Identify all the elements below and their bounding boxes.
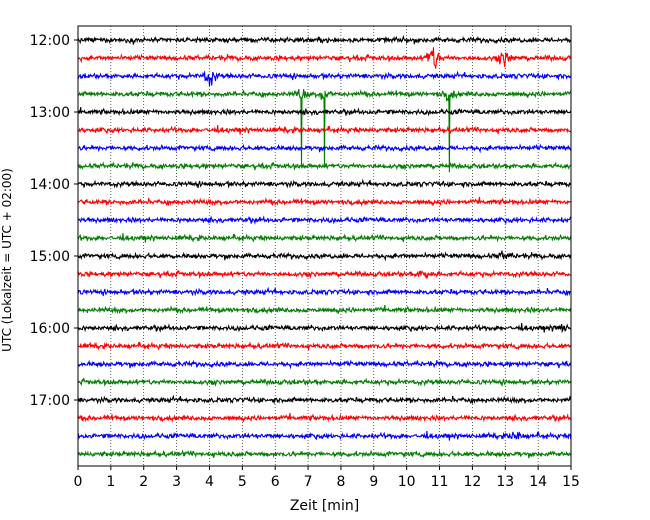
trace-line	[77, 377, 572, 387]
trace-line	[77, 233, 572, 243]
x-tick-label: 8	[336, 474, 345, 490]
trace-line	[77, 431, 572, 441]
x-axis-ticks: 0 1 2 3 4 5 6 7 8 9 10 11 12 13 14 15	[74, 466, 580, 490]
x-tick-label: 4	[205, 474, 214, 490]
trace-line	[77, 178, 572, 189]
trace-line	[77, 305, 572, 315]
trace-line	[77, 413, 572, 423]
trace-group	[77, 34, 572, 459]
x-tick-label: 12	[463, 474, 481, 490]
trace-line	[77, 269, 572, 280]
trace-line	[77, 394, 572, 405]
x-tick-label: 7	[304, 474, 313, 490]
x-tick-label: 5	[238, 474, 247, 490]
y-tick-label: 16:00	[30, 321, 70, 337]
x-tick-label: 13	[496, 474, 514, 490]
x-tick-label: 3	[172, 474, 181, 490]
plot-frame	[77, 25, 572, 467]
y-tick-label: 15:00	[30, 249, 70, 265]
x-tick-label: 14	[529, 474, 547, 490]
trace-line	[77, 449, 572, 459]
x-axis-label: Zeit [min]	[290, 498, 359, 514]
trace-line	[77, 286, 571, 297]
trace-line	[77, 47, 572, 69]
y-tick-label: 17:00	[30, 393, 70, 409]
x-tick-label: 9	[369, 474, 378, 490]
trace-line	[77, 341, 572, 351]
trace-line	[77, 161, 572, 171]
y-tick-label: 14:00	[30, 177, 70, 193]
trace-line	[77, 88, 572, 173]
trace-line	[77, 34, 572, 45]
trace-line	[77, 323, 572, 334]
x-tick-label: 2	[139, 474, 148, 490]
trace-line	[77, 70, 571, 86]
x-tick-label: 11	[431, 474, 449, 490]
y-axis-label: UTC (Lokalzeit = UTC + 02:00)	[0, 168, 14, 352]
trace-line	[77, 197, 572, 207]
trace-line	[77, 107, 572, 117]
trace-line	[77, 359, 572, 370]
y-tick-label: 13:00	[30, 105, 70, 121]
trace-line	[77, 250, 572, 262]
y-axis-ticks: 12:00 13:00 14:00 15:00 16:00 17:00	[30, 33, 78, 409]
x-tick-label: 1	[106, 474, 115, 490]
trace-line	[77, 215, 572, 225]
y-tick-label: 12:00	[30, 33, 70, 49]
x-tick-label: 15	[562, 474, 580, 490]
trace-line	[77, 125, 572, 135]
x-tick-label: 0	[74, 474, 83, 490]
x-tick-label: 6	[271, 474, 280, 490]
x-tick-label: 10	[398, 474, 416, 490]
trace-line	[77, 143, 572, 154]
